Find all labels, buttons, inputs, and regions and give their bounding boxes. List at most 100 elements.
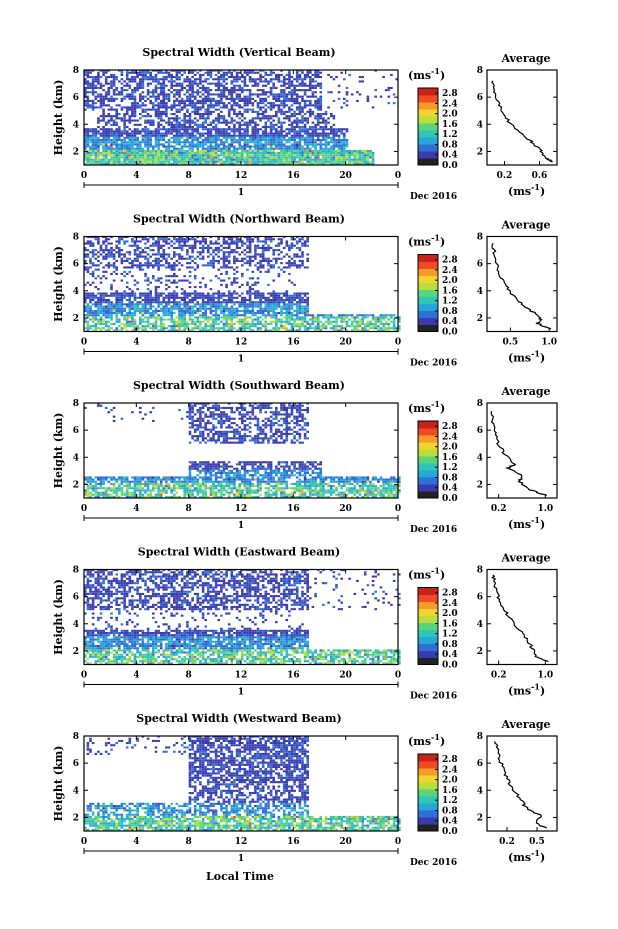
heatmap-cell [316,106,320,109]
heatmap-cell [259,246,262,249]
heatmap-cell [288,158,291,161]
heatmap-cell [254,145,257,148]
heatmap-cell [251,134,255,137]
heatmap-cell [256,160,260,163]
heatmap-cell [165,262,168,265]
heatmap-cell [371,154,375,157]
heatmap-cell [207,325,210,328]
heatmap-cell [343,102,346,105]
heatmap-cell [118,158,121,161]
heatmap-cell [128,160,132,163]
heatmap-cell [233,102,236,105]
heatmap-cell [209,71,213,74]
heatmap-cell [110,108,113,111]
heatmap-cell [94,296,98,299]
heatmap-cell [178,154,181,157]
heatmap-cell [246,158,249,161]
heatmap-cell [293,110,296,113]
heatmap-cell [298,121,302,124]
heatmap-cell [319,152,323,155]
heatmap-cell [212,106,215,109]
heatmap-cell [259,322,262,325]
heatmap-cell [207,139,210,142]
heatmap-cell [209,160,213,163]
heatmap-cell [144,279,147,282]
heatmap-cell [220,292,223,295]
heatmap-cell [275,78,278,81]
heatmap-cell [243,123,247,126]
heatmap-cell [152,93,155,96]
heatmap-cell [225,301,228,304]
heatmap-cell [154,154,158,157]
heatmap-cell [144,99,147,102]
heatmap-cell [104,78,108,81]
heatmap-cell [118,301,121,304]
heatmap-cell [212,136,215,139]
heatmap-cell [141,264,145,267]
heatmap-cell [199,160,202,163]
heatmap-cell [107,134,111,137]
heatmap-cell [89,292,92,295]
heatmap-cell [246,309,249,312]
heatmap-cell [256,139,260,142]
heatmap-cell [102,89,105,92]
heatmap-cell [191,145,194,148]
heatmap-cell [277,130,281,133]
heatmap-cell [233,149,236,152]
heatmap-cell [204,128,207,131]
heatmap-cell [110,286,113,289]
heatmap-cell [104,71,108,74]
heatmap-cell [170,117,173,120]
heatmap-cell [272,162,275,165]
heatmap-cell [136,264,139,267]
heatmap-cell [298,160,302,163]
heatmap-cell [170,264,173,267]
heatmap-cell [136,119,139,122]
heatmap-cell [120,292,124,295]
heatmap-cell [97,143,100,146]
heatmap-cell [193,299,197,302]
heatmap-cell [261,318,265,321]
heatmap-cell [267,73,270,76]
heatmap-cell [220,147,223,150]
heatmap-cell [356,160,359,163]
heatmap-cell [188,292,192,295]
heatmap-cell [91,147,95,150]
heatmap-cell [343,134,346,137]
heatmap-cell [259,73,262,76]
heatmap-cell [233,126,236,129]
heatmap-cell [222,257,226,260]
heatmap-cell [295,152,299,155]
heatmap-cell [241,314,244,317]
heatmap-cell [251,126,255,129]
heatmap-cell [241,329,244,332]
heatmap-cell [311,91,315,94]
heatmap-cell [112,89,116,92]
heatmap-cell [209,141,213,144]
heatmap-cell [209,305,213,308]
heatmap-cell [112,262,116,265]
heatmap-cell [125,93,129,96]
heatmap-cell [131,262,134,265]
heatmap-cell [125,154,129,157]
heatmap-cell [238,134,241,137]
heatmap-cell [209,149,213,152]
heatmap-cell [144,149,147,152]
heatmap-cell [188,316,192,319]
heatmap-cell [191,89,194,92]
heatmap-cell [159,86,163,89]
heatmap-cell [91,262,95,265]
heatmap-cell [230,106,234,109]
heatmap-cell [84,104,87,107]
heatmap-cell [285,86,289,89]
heatmap-cell [152,119,155,122]
heatmap-cell [280,123,283,126]
heatmap-cell [178,255,181,258]
heatmap-cell [254,130,257,133]
heatmap-cell [86,132,90,135]
heatmap-cell [311,113,315,116]
heatmap-cell [264,145,268,148]
heatmap-cell [295,136,299,139]
heatmap-cell [175,91,179,94]
heatmap-cell [154,299,158,302]
